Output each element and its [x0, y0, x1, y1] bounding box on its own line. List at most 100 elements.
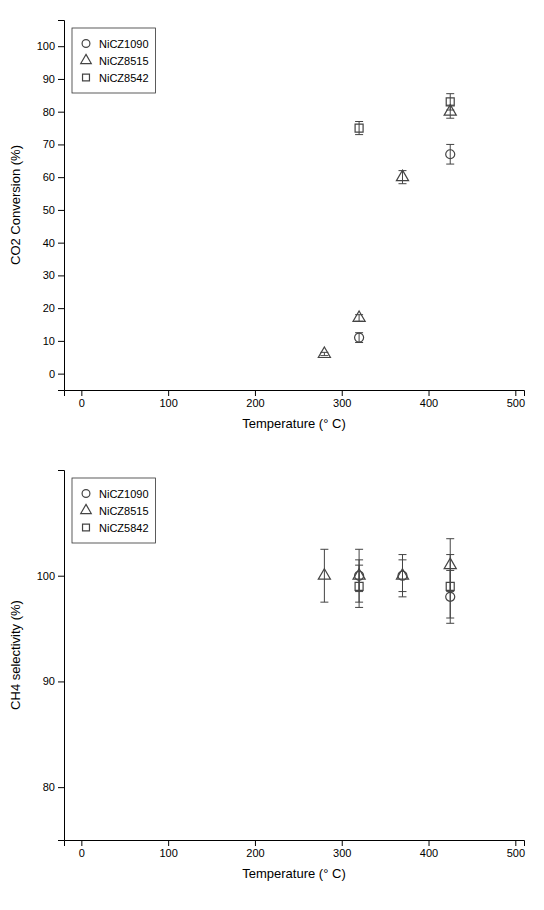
y-tick: 20	[43, 302, 64, 314]
x-tick-label: 100	[159, 847, 177, 859]
y-tick: 0	[49, 368, 64, 380]
x-axis-line	[65, 841, 525, 847]
y-tick-label: 100	[37, 40, 55, 52]
error-bar	[355, 122, 363, 135]
legend-frame	[72, 28, 156, 93]
series	[318, 539, 456, 602]
y-tick-mark	[58, 308, 64, 309]
y-tick: 70	[43, 138, 64, 150]
x-tick-mark	[255, 840, 256, 846]
error-bar	[446, 555, 454, 618]
x-tick: 500	[507, 390, 525, 409]
x-tick-mark	[255, 390, 256, 396]
x-tick-label: 400	[420, 847, 438, 859]
y-tick-label: 90	[43, 675, 55, 687]
chart-canvas: 0 100 200 300 400 500 0 10 20 30 40 50 60 70 80 90 100 Te…	[0, 0, 544, 910]
x-tick-mark	[81, 840, 82, 846]
legend-label: NiCZ1090	[99, 38, 149, 50]
y-tick-label: 0	[49, 368, 55, 380]
y-tick: 40	[43, 237, 64, 249]
y-tick-label: 10	[43, 335, 55, 347]
x-tick: 500	[507, 840, 525, 859]
series	[318, 105, 456, 358]
y-tick-mark	[58, 144, 64, 145]
x-tick-mark	[342, 840, 343, 846]
y-tick: 80	[43, 781, 64, 793]
series	[355, 94, 454, 135]
series	[355, 560, 455, 623]
legend: NiCZ1090NiCZ8515NiCZ5842	[72, 478, 156, 543]
legend-marker	[81, 504, 92, 513]
x-axis: 0100200300400500	[65, 390, 526, 409]
point	[396, 170, 408, 181]
x-axis: 0100200300400500	[65, 840, 526, 859]
point	[353, 311, 365, 322]
x-tick-mark	[515, 840, 516, 846]
y-tick-label: 80	[43, 106, 55, 118]
series	[355, 555, 454, 618]
x-tick: 200	[246, 840, 264, 859]
point	[355, 582, 363, 590]
error-bar	[446, 94, 454, 110]
x-tick-mark	[515, 390, 516, 396]
plot-marks	[318, 539, 456, 624]
error-bar	[320, 549, 328, 602]
legend: NiCZ1090NiCZ8515NiCZ8542	[72, 28, 156, 93]
y-tick: 100	[37, 570, 64, 582]
error-bar	[398, 171, 406, 184]
point	[446, 98, 454, 106]
series	[355, 144, 455, 342]
error-bar	[398, 555, 406, 597]
y-tick-mark	[58, 341, 64, 342]
error-bar	[446, 144, 454, 164]
error-bar	[355, 333, 363, 343]
y-tick-mark	[58, 243, 64, 244]
y-tick-mark	[58, 112, 64, 113]
legend-marker	[82, 40, 90, 48]
x-tick-label: 500	[507, 847, 525, 859]
y-tick: 30	[43, 269, 64, 281]
point	[355, 124, 363, 132]
x-tick: 0	[79, 390, 85, 409]
x-tick: 100	[159, 390, 177, 409]
legend-marker	[83, 74, 90, 81]
y-tick: 80	[43, 106, 64, 118]
point	[355, 333, 364, 342]
y-axis-title: CH4 selectivity (%)	[8, 600, 23, 710]
y-tick: 50	[43, 204, 64, 216]
y-tick: 100	[37, 40, 64, 52]
y-tick-label: 20	[43, 302, 55, 314]
y-tick-mark	[58, 374, 64, 375]
y-axis-line	[58, 21, 65, 391]
y-axis-title: CO2 Conversion (%)	[8, 145, 23, 265]
x-tick-label: 200	[246, 397, 264, 409]
y-tick-mark	[58, 787, 64, 788]
y-tick: 90	[43, 675, 64, 687]
x-tick-label: 100	[159, 397, 177, 409]
y-axis-line	[58, 471, 65, 841]
y-axis: 80 90 100	[37, 471, 65, 841]
y-tick: 60	[43, 171, 64, 183]
plot-marks	[318, 94, 456, 358]
x-tick: 400	[420, 840, 438, 859]
legend-marker	[82, 490, 90, 498]
legend-label: NiCZ1090	[99, 488, 149, 500]
x-tick-mark	[342, 390, 343, 396]
x-tick: 200	[246, 390, 264, 409]
y-tick-mark	[58, 681, 64, 682]
x-tick: 0	[79, 840, 85, 859]
x-tick: 300	[333, 390, 351, 409]
x-tick-label: 0	[79, 847, 85, 859]
x-tick-mark	[168, 840, 169, 846]
point	[396, 569, 408, 580]
y-tick-mark	[58, 576, 64, 577]
y-tick-label: 30	[43, 269, 55, 281]
y-tick: 90	[43, 73, 64, 85]
legend-marker	[83, 524, 90, 531]
x-axis-title: Temperature (° C)	[242, 416, 345, 431]
y-tick-mark	[58, 177, 64, 178]
y-tick-label: 60	[43, 171, 55, 183]
y-tick-mark	[58, 210, 64, 211]
x-tick: 100	[159, 840, 177, 859]
x-tick-mark	[429, 840, 430, 846]
